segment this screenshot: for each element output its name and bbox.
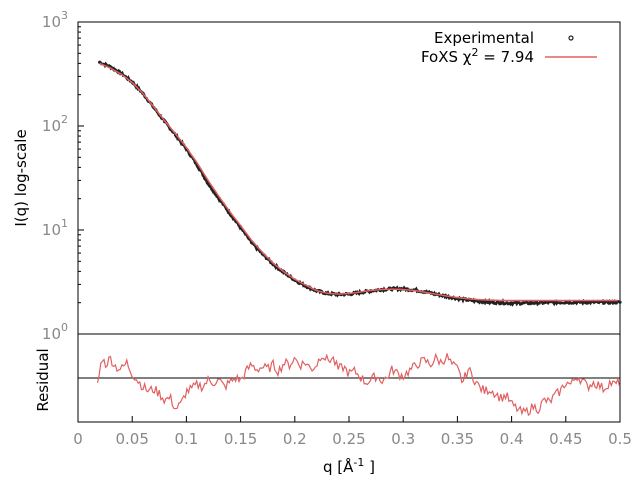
- legend-foxs-name: FoXS χ: [421, 48, 472, 66]
- y-tick-label: 103: [42, 9, 68, 31]
- y-tick-label: 100: [42, 321, 68, 343]
- legend-label-experimental: Experimental: [434, 29, 534, 47]
- legend: Experimental FoXS χ2 = 7.94: [421, 29, 597, 66]
- y-tick-label: 102: [42, 113, 68, 135]
- experimental-trace: [99, 61, 620, 307]
- residual-series-layer: [78, 352, 621, 417]
- x-tick-label: 0.5: [608, 430, 632, 448]
- x-tick-label: 0.15: [224, 430, 257, 448]
- y-axis-ticks: 100 101 102 103: [42, 9, 84, 343]
- y-tick-label: 101: [42, 217, 68, 239]
- x-tick-label: 0.25: [332, 430, 365, 448]
- x-axis-title-close: ]: [364, 458, 375, 476]
- legend-marker-experimental: [568, 35, 574, 41]
- x-axis-title: q [Å-1 ]: [323, 456, 375, 476]
- x-tick-label: 0.35: [441, 430, 474, 448]
- series-experimental: [98, 60, 622, 307]
- x-tick-label: 0: [73, 430, 83, 448]
- residual-line: [96, 352, 621, 417]
- experimental-point: [618, 300, 622, 304]
- main-series-layer: [98, 60, 622, 307]
- x-tick-label: 0.4: [500, 430, 524, 448]
- x-axis-ticks: 0 0.05 0.1 0.15 0.2 0.25 0.3 0.35 0.4 0.45 0.5: [73, 416, 632, 448]
- x-tick-label: 0.1: [174, 430, 198, 448]
- residual-axis-title: Residual: [34, 348, 52, 411]
- x-tick-label: 0.05: [115, 430, 148, 448]
- foxs-fit-line: [99, 62, 618, 302]
- main-plot-frame: [77, 21, 621, 335]
- legend-foxs-sup: 2: [471, 46, 478, 59]
- y-axis-title: I(q) log-scale: [12, 129, 30, 226]
- legend-foxs-suffix: = 7.94: [478, 48, 534, 66]
- x-tick-label: 0.3: [391, 430, 415, 448]
- x-axis-title-main: q [Å: [323, 457, 354, 476]
- legend-label-foxs: FoXS χ2 = 7.94: [421, 46, 534, 66]
- x-axis-title-sup: -1: [353, 456, 364, 469]
- x-tick-label: 0.45: [549, 430, 582, 448]
- legend-point: [568, 35, 574, 41]
- x-tick-label: 0.2: [283, 430, 307, 448]
